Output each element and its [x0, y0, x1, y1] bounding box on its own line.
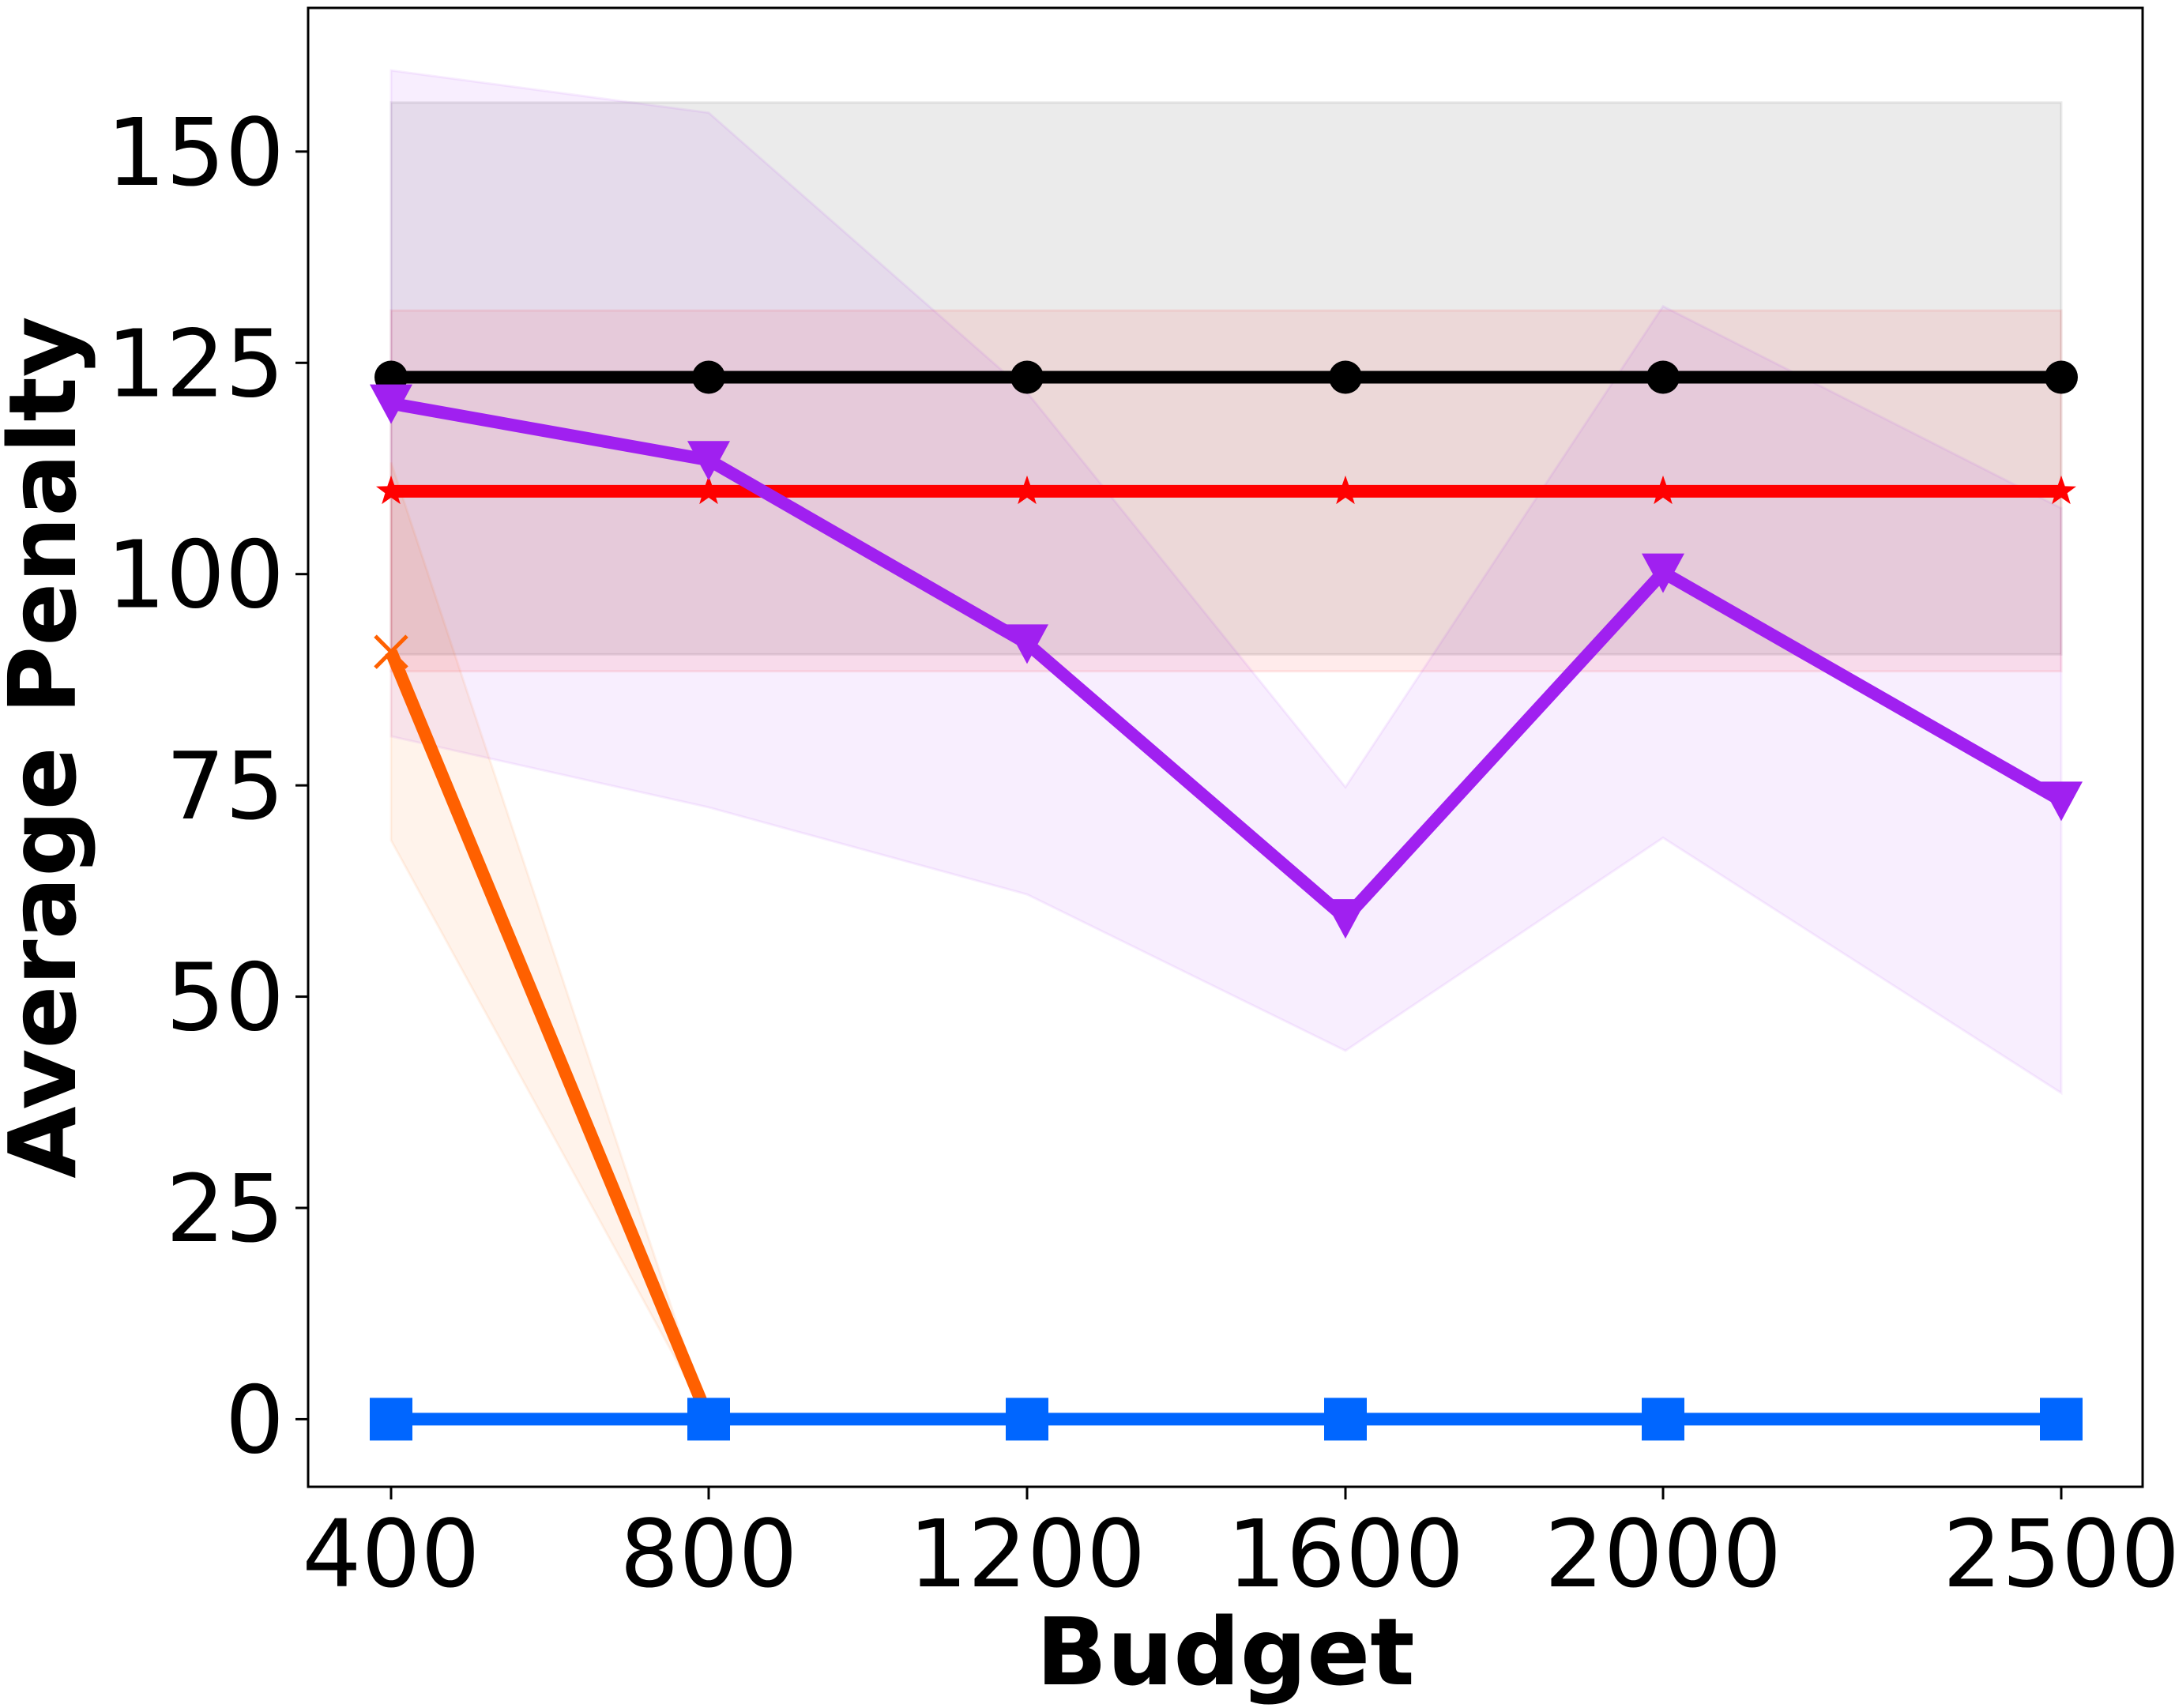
- series-markers: [370, 360, 2083, 1441]
- x-tick-label: 2500: [1943, 1499, 2175, 1608]
- marker-series-4-point-1: [687, 1398, 730, 1441]
- y-axis-label: Average Penalty: [0, 316, 97, 1178]
- marker-series-4-point-2: [1006, 1398, 1048, 1441]
- marker-series-2-point-1: [687, 441, 730, 481]
- marker-series-3-point-0: [374, 634, 408, 669]
- marker-series-2-point-0: [370, 384, 412, 424]
- marker-series-4-point-5: [2040, 1398, 2083, 1441]
- y-tick-label: 125: [107, 309, 284, 418]
- y-tick-label: 150: [107, 98, 284, 207]
- marker-series-2-point-4: [1642, 553, 1684, 593]
- x-tick-label: 800: [619, 1499, 797, 1608]
- x-tick-label: 2000: [1545, 1499, 1782, 1608]
- marker-series-4-point-0: [370, 1398, 412, 1441]
- y-tick-label: 0: [225, 1365, 284, 1474]
- marker-series-0-point-2: [1010, 360, 1044, 394]
- y-tick-label: 75: [166, 732, 284, 841]
- marker-series-1-point-4: [1648, 475, 1678, 505]
- marker-series-4-point-4: [1642, 1398, 1684, 1441]
- y-axis-ticks: 0 25 50 75 100 125 150: [107, 98, 308, 1474]
- line-series-2: [389, 397, 2064, 925]
- marker-series-0-point-3: [1329, 360, 1362, 394]
- marker-series-1-point-2: [1012, 475, 1042, 505]
- marker-series-1-point-0: [376, 475, 406, 505]
- plot-frame: [307, 6, 2144, 1488]
- marker-series-1-point-3: [1330, 475, 1360, 505]
- series-lines: [385, 371, 2064, 1426]
- x-axis-ticks: 400 800 1200 1600 2000 2500: [302, 1487, 2175, 1608]
- y-tick-label: 25: [166, 1154, 284, 1263]
- y-tick-label: 100: [107, 521, 284, 630]
- x-axis-label: Budget: [1036, 1597, 1414, 1706]
- marker-series-2-point-2: [1006, 624, 1048, 664]
- marker-series-1-point-1: [694, 475, 724, 505]
- marker-series-4-point-3: [1324, 1398, 1367, 1441]
- marker-series-1-point-5: [2046, 475, 2076, 505]
- line-series-3: [385, 649, 715, 1422]
- marker-series-2-point-5: [2040, 781, 2083, 822]
- x-tick-label: 1600: [1227, 1499, 1464, 1608]
- marker-series-0-point-4: [1646, 360, 1680, 394]
- marker-series-2-point-3: [1324, 899, 1367, 939]
- x-tick-label: 1200: [909, 1499, 1146, 1608]
- marker-series-0-point-1: [692, 360, 725, 394]
- marker-series-0-point-5: [2045, 360, 2078, 394]
- y-tick-label: 50: [166, 943, 284, 1052]
- x-tick-label: 400: [302, 1499, 480, 1608]
- confidence-bands: [389, 69, 2063, 1420]
